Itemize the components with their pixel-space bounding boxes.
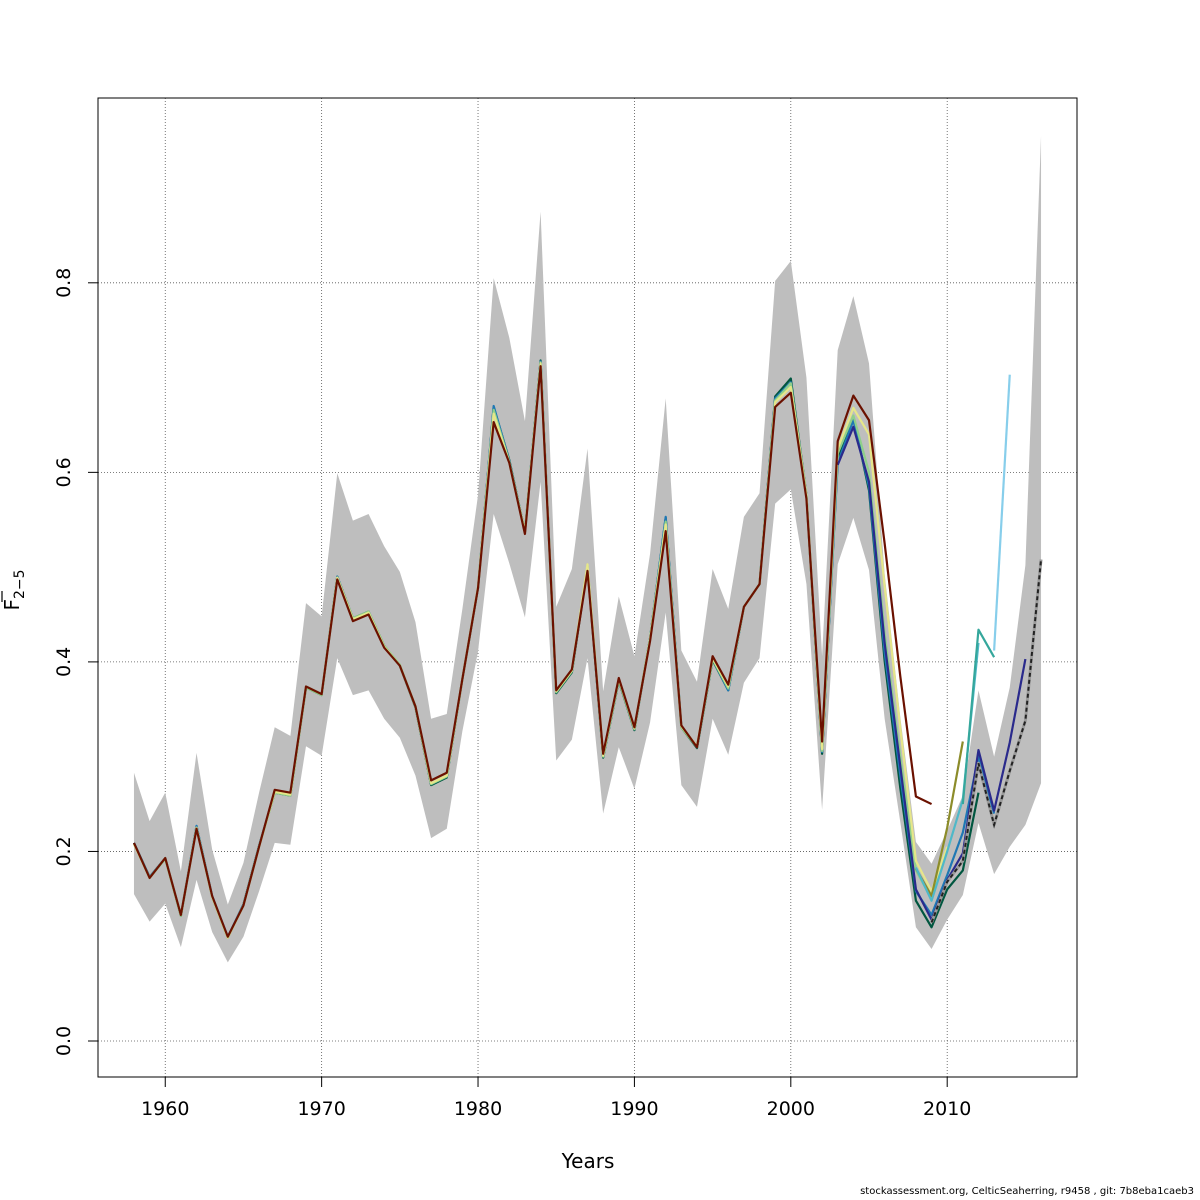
y-axis-title: F2−5 — [0, 569, 28, 610]
y-tick-label: 0.0 — [53, 1026, 75, 1056]
y-axis-title-main: F — [0, 599, 24, 611]
x-tick-label: 1970 — [297, 1098, 345, 1120]
x-tick-label: 2010 — [923, 1098, 971, 1120]
series-line-dashed — [930, 559, 1043, 923]
x-tick-label: 1980 — [454, 1098, 502, 1120]
x-tick-label: 1990 — [610, 1098, 658, 1120]
series-line-8 — [993, 374, 1011, 651]
x-tick-label: 2000 — [767, 1098, 815, 1120]
y-tick-label: 0.4 — [53, 647, 75, 677]
svg-text:F2−5: F2−5 — [0, 569, 28, 610]
y-tick-label: 0.6 — [53, 457, 75, 487]
series-line-11 — [132, 365, 933, 938]
x-tick-label: 1960 — [141, 1098, 189, 1120]
x-axis: 1960 1970 1980 1990 2000 2010 — [141, 1076, 971, 1120]
confidence-band-area — [133, 135, 1042, 963]
y-axis-title-subscript: 2−5 — [12, 569, 28, 599]
series-line-7 — [961, 628, 996, 805]
footer-credit: stockassessment.org, CelticSeaherring, r… — [860, 1186, 1194, 1197]
y-axis: 0.0 0.2 0.4 0.6 0.8 — [53, 268, 99, 1056]
y-tick-label: 0.2 — [53, 836, 75, 866]
x-axis-title: Years — [561, 1149, 615, 1173]
series-lines — [132, 359, 1043, 939]
y-tick-label: 0.8 — [53, 268, 75, 298]
confidence-band — [133, 135, 1042, 963]
